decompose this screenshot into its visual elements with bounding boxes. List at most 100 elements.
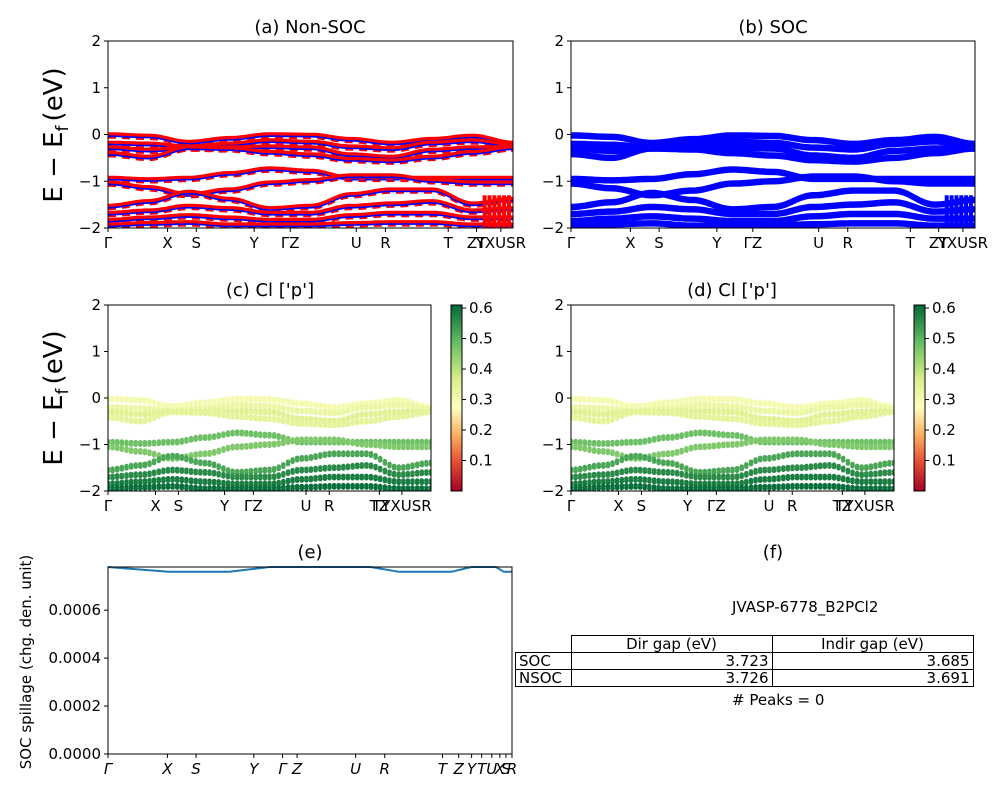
projection-point bbox=[647, 436, 652, 442]
projection-point bbox=[716, 467, 721, 473]
projection-point bbox=[419, 409, 425, 415]
projection-point bbox=[799, 473, 804, 479]
projection-point bbox=[591, 471, 597, 477]
projection-point bbox=[859, 464, 864, 469]
bands-b bbox=[571, 132, 975, 228]
band-line bbox=[108, 176, 513, 199]
projection-point bbox=[313, 408, 318, 413]
projection-point bbox=[119, 396, 125, 401]
projection-point bbox=[665, 450, 671, 455]
axes-frame-e bbox=[107, 566, 513, 755]
projection-point bbox=[822, 418, 828, 423]
projection-point bbox=[198, 459, 203, 464]
projection-point bbox=[396, 401, 402, 407]
projection-point bbox=[156, 452, 162, 457]
projection-point bbox=[382, 484, 388, 489]
y-tick-label: 1 bbox=[554, 343, 564, 361]
projection-point bbox=[670, 409, 675, 415]
projection-point bbox=[601, 404, 606, 410]
projection-point bbox=[573, 473, 578, 479]
projection-point bbox=[304, 454, 309, 460]
projection-point bbox=[142, 461, 148, 467]
projection-point bbox=[156, 439, 162, 444]
projection-point bbox=[877, 438, 883, 444]
projection-point bbox=[290, 484, 295, 489]
projection-point bbox=[670, 478, 675, 484]
projection-point bbox=[753, 406, 758, 412]
projection-point bbox=[734, 432, 740, 437]
axes-frame-b bbox=[570, 40, 976, 229]
x-tick-label: ΓZ bbox=[281, 234, 300, 252]
projection-point bbox=[253, 430, 258, 436]
projection-point bbox=[290, 476, 295, 482]
projection-point bbox=[822, 462, 828, 467]
projection-point bbox=[359, 462, 365, 467]
projection-point bbox=[864, 397, 869, 402]
projection-point bbox=[633, 408, 638, 414]
x-tick-label: S bbox=[191, 760, 201, 778]
projection-point bbox=[294, 483, 300, 489]
projection-point bbox=[202, 468, 208, 474]
projection-point bbox=[748, 438, 754, 443]
projection-point bbox=[693, 407, 698, 413]
projection-point bbox=[757, 476, 763, 481]
projection-point bbox=[387, 397, 392, 403]
projection-point bbox=[873, 462, 878, 468]
projection-point bbox=[725, 473, 731, 479]
projection-point bbox=[804, 437, 809, 442]
projection-point bbox=[859, 396, 864, 402]
projection-point bbox=[179, 402, 185, 407]
projection-point bbox=[170, 438, 175, 444]
band-line bbox=[571, 220, 975, 226]
projection-point bbox=[624, 454, 629, 460]
projection-point bbox=[331, 409, 337, 415]
projection-point bbox=[364, 473, 369, 479]
y-tick-label: 1 bbox=[554, 79, 564, 97]
y-tick-label: −1 bbox=[79, 172, 101, 190]
projection-point bbox=[313, 401, 318, 407]
projection-point bbox=[387, 484, 392, 490]
projection-point bbox=[757, 419, 763, 425]
projection-point bbox=[382, 467, 388, 473]
projection-point bbox=[661, 404, 666, 410]
projection-point bbox=[401, 401, 406, 407]
projection-point bbox=[877, 478, 883, 483]
projection-point bbox=[864, 478, 869, 483]
projection-point bbox=[840, 398, 846, 404]
projection-point bbox=[373, 410, 378, 416]
projection-point bbox=[170, 466, 175, 472]
projection-point bbox=[428, 485, 431, 490]
projection-point bbox=[396, 464, 402, 469]
projection-point bbox=[405, 470, 411, 476]
projection-point bbox=[142, 478, 148, 483]
projection-point bbox=[234, 413, 240, 418]
colorbar-tick-label: 0.6 bbox=[469, 299, 493, 317]
projection-point bbox=[248, 442, 254, 448]
projection-point bbox=[391, 413, 397, 419]
band-line bbox=[108, 144, 513, 158]
projection-point bbox=[605, 471, 611, 476]
projection-point bbox=[114, 484, 120, 490]
projection-point bbox=[414, 404, 420, 410]
band-line bbox=[108, 138, 513, 150]
projection-point bbox=[114, 444, 120, 449]
projection-point bbox=[799, 421, 804, 426]
projection-point bbox=[359, 482, 365, 488]
projection-point bbox=[587, 409, 592, 415]
projection-point bbox=[138, 417, 143, 423]
projection-point bbox=[817, 482, 823, 488]
projection-point bbox=[179, 454, 185, 459]
projection-point bbox=[836, 410, 841, 416]
projection-point bbox=[721, 415, 726, 420]
projection-point bbox=[619, 483, 625, 488]
projection-point bbox=[108, 473, 111, 479]
projection-point bbox=[831, 473, 837, 479]
projection-point bbox=[258, 415, 263, 420]
projection-point bbox=[345, 450, 351, 455]
projection-point bbox=[304, 483, 309, 489]
projection-point bbox=[234, 395, 240, 401]
projection-point bbox=[267, 395, 272, 401]
x-tick-label: TZ bbox=[369, 497, 389, 515]
projection-point bbox=[350, 401, 355, 407]
projection-point bbox=[405, 485, 411, 490]
